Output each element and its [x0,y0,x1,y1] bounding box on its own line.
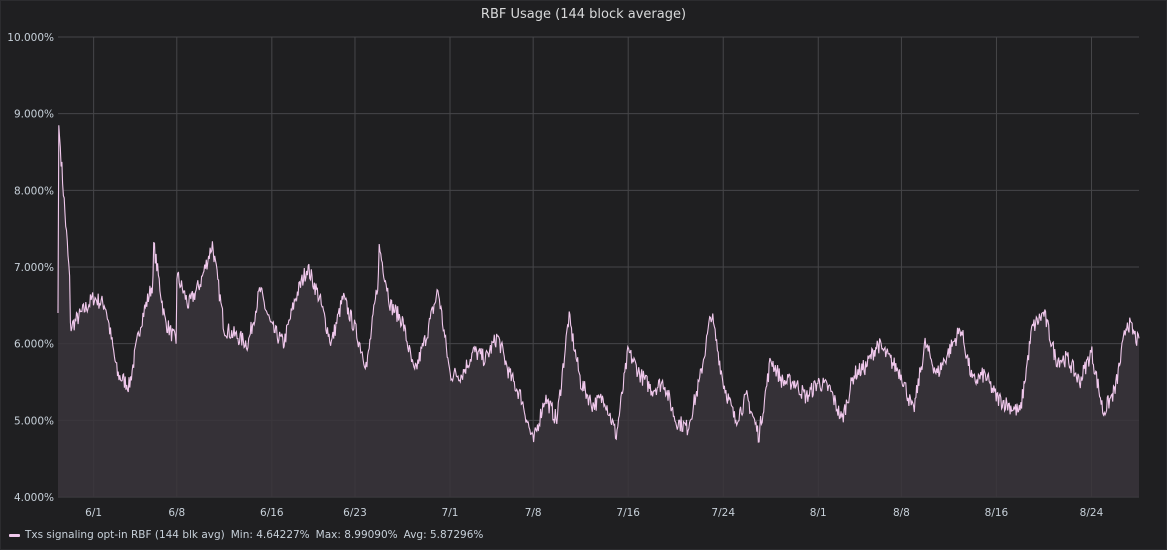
x-tick-label: 6/8 [168,507,185,519]
legend-avg: Avg: 5.87296% [403,529,484,541]
x-tick-label: 8/16 [985,507,1009,519]
series-fill [58,125,1139,498]
x-tick-label: 7/1 [442,507,459,519]
y-tick-label: 10.000% [7,32,54,44]
y-tick-label: 4.000% [14,492,54,504]
y-tick-label: 5.000% [14,415,54,427]
y-tick-label: 8.000% [14,185,54,197]
x-axis-ticks: 6/1 6/8 6/16 6/23 7/1 7/8 7/16 7/24 8/1 8/8 8/16 8/… [85,507,1103,519]
y-tick-label: 7.000% [14,262,54,274]
x-tick-label: 7/8 [525,507,542,519]
x-tick-label: 8/8 [893,507,910,519]
x-tick-label: 7/24 [711,507,735,519]
legend-min: Min: 4.64227% [230,529,310,541]
y-tick-label: 6.000% [14,339,54,351]
legend[interactable]: Txs signaling opt-in RBF (144 blk avg) M… [9,527,483,543]
x-tick-label: 6/23 [343,507,367,519]
chart-title: RBF Usage (144 block average) [480,7,687,22]
x-tick-label: 6/1 [85,507,102,519]
legend-series-name[interactable]: Txs signaling opt-in RBF (144 blk avg) [25,529,225,541]
x-tick-label: 8/24 [1080,507,1104,519]
legend-swatch [9,533,20,537]
x-tick-label: 6/16 [260,507,284,519]
series-line [57,125,1140,443]
x-tick-label: 8/1 [810,507,827,519]
y-tick-label: 9.000% [14,109,54,121]
legend-max: Max: 8.99090% [315,529,398,541]
y-axis-ticks: 4.000% 5.000% 6.000% 7.000% 8.000% 9.000% 10.0… [7,32,54,504]
x-tick-label: 7/16 [616,507,640,519]
series-area [57,125,1140,498]
